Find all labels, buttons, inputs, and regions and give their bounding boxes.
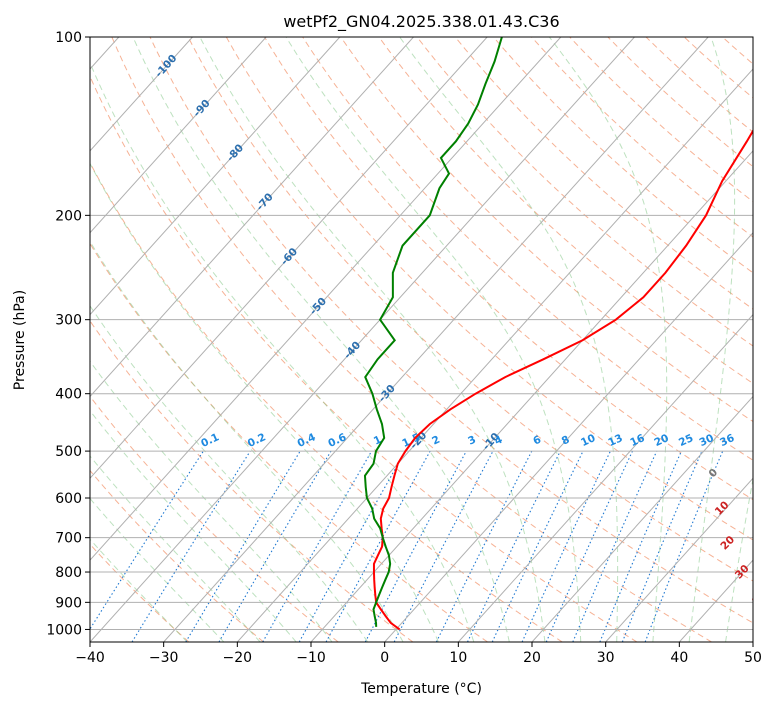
moist-adiabat bbox=[548, 37, 668, 642]
mixing-ratio-line bbox=[90, 450, 204, 630]
x-tick-label: 30 bbox=[597, 650, 615, 666]
mixing-ratio-line bbox=[621, 450, 703, 642]
y-tick-label: 800 bbox=[55, 565, 82, 581]
isotherm bbox=[605, 477, 753, 642]
x-tick-label: 20 bbox=[523, 650, 541, 666]
x-tick-label: −20 bbox=[223, 650, 253, 666]
moist-adiabat bbox=[90, 409, 297, 642]
dewpoint-profile bbox=[363, 37, 503, 627]
x-tick-label: 10 bbox=[449, 650, 467, 666]
isotherm bbox=[90, 37, 414, 398]
dry-adiabat bbox=[90, 395, 339, 642]
isotherm bbox=[384, 231, 753, 642]
moist-adiabat bbox=[399, 37, 619, 642]
moist-adiabat bbox=[90, 240, 404, 642]
mixing-ratio-line bbox=[572, 450, 658, 642]
isobar-grid bbox=[90, 37, 753, 630]
y-tick-label: 200 bbox=[55, 208, 82, 224]
y-tick-label: 300 bbox=[55, 313, 82, 329]
moist-adiabat bbox=[90, 455, 261, 642]
dry-adiabat bbox=[111, 37, 712, 642]
mixing-ratio-label: 6 bbox=[531, 434, 543, 448]
x-tick-label: −30 bbox=[149, 650, 179, 666]
mixing-ratio-label: 36 bbox=[718, 432, 736, 449]
mixing-ratio-line bbox=[545, 450, 634, 642]
moist-adiabats bbox=[90, 37, 753, 642]
profile-lines bbox=[363, 37, 753, 631]
x-tick-label: 50 bbox=[744, 650, 762, 666]
x-axis-ticks: −40 −30 −20 −10 0 10 20 30 40 50 bbox=[75, 642, 762, 666]
mixing-ratio-label: 13 bbox=[606, 432, 624, 449]
mixing-ratio-line bbox=[325, 450, 431, 642]
mixing-ratio-line bbox=[298, 450, 406, 642]
temperature-profile bbox=[372, 128, 753, 631]
moist-adiabat bbox=[285, 37, 582, 642]
x-tick-label: −40 bbox=[75, 650, 105, 666]
y-tick-label: 900 bbox=[55, 595, 82, 611]
moist-adiabat bbox=[90, 304, 369, 642]
mixing-ratio-label: 10 bbox=[579, 432, 597, 449]
y-axis-ticks: 100 200 300 400 500 600 700 800 900 1000 bbox=[46, 30, 90, 638]
moist-adiabat bbox=[90, 162, 439, 642]
isotherm bbox=[90, 37, 562, 561]
dry-adiabat bbox=[416, 37, 753, 347]
chart-title: wetPf2_GN04.2025.338.01.43.C36 bbox=[283, 12, 559, 32]
x-tick-label: 40 bbox=[670, 650, 688, 666]
isotherm bbox=[531, 395, 753, 642]
dry-adiabats bbox=[90, 37, 753, 642]
y-tick-label: 1000 bbox=[46, 622, 82, 638]
dry-adiabat bbox=[90, 242, 488, 642]
y-tick-label: 600 bbox=[55, 491, 82, 507]
x-tick-label: 0 bbox=[380, 650, 389, 666]
mixing-ratio-label: 2 bbox=[430, 434, 442, 448]
mixing-ratio-label: 1 bbox=[372, 434, 384, 448]
y-tick-label: 700 bbox=[55, 531, 82, 547]
mixing-ratio-label: 3 bbox=[466, 434, 478, 448]
y-axis-label: Pressure (hPa) bbox=[12, 290, 28, 390]
mixing-ratio-line bbox=[644, 450, 724, 642]
x-axis-label: Temperature (°C) bbox=[360, 681, 482, 697]
mixing-ratio-label: 8 bbox=[560, 434, 572, 448]
dry-adiabat bbox=[454, 37, 753, 310]
moist-adiabat bbox=[725, 476, 753, 642]
moist-adiabat bbox=[132, 37, 510, 642]
isotherm bbox=[90, 37, 193, 152]
mixing-ratio-label: 25 bbox=[677, 432, 695, 449]
y-tick-label: 500 bbox=[55, 444, 82, 460]
moist-adiabat bbox=[90, 61, 475, 642]
y-tick-label: 100 bbox=[55, 30, 82, 46]
mixing-ratio-line bbox=[599, 450, 682, 642]
mixing-ratio-label: 4 bbox=[493, 434, 505, 448]
x-tick-label: −10 bbox=[296, 650, 326, 666]
plot-frame bbox=[89, 36, 754, 643]
mixing-ratio-label: 20 bbox=[652, 432, 670, 449]
isotherm bbox=[90, 37, 267, 234]
y-tick-label: 400 bbox=[55, 387, 82, 403]
mixing-ratio-label: 16 bbox=[628, 432, 646, 449]
moist-adiabat bbox=[90, 360, 333, 642]
moist-adiabat bbox=[199, 37, 546, 642]
isotherm bbox=[90, 37, 488, 480]
moist-adiabat bbox=[688, 37, 736, 642]
dry-adiabat bbox=[90, 543, 190, 642]
dry-adiabat bbox=[90, 469, 264, 642]
isotherm bbox=[90, 37, 635, 642]
mixing-ratio-line bbox=[435, 450, 533, 642]
moist-adiabat-label: 40 bbox=[749, 590, 768, 609]
mixing-ratio-line bbox=[364, 450, 467, 642]
isotherm bbox=[236, 68, 753, 642]
isotherms bbox=[90, 37, 753, 642]
dry-adiabat bbox=[149, 37, 753, 624]
isotherm bbox=[457, 313, 753, 642]
dry-adiabat bbox=[90, 161, 563, 642]
isotherm bbox=[163, 37, 709, 642]
isotherm bbox=[90, 37, 341, 316]
mixing-ratio-label: 30 bbox=[697, 432, 715, 449]
